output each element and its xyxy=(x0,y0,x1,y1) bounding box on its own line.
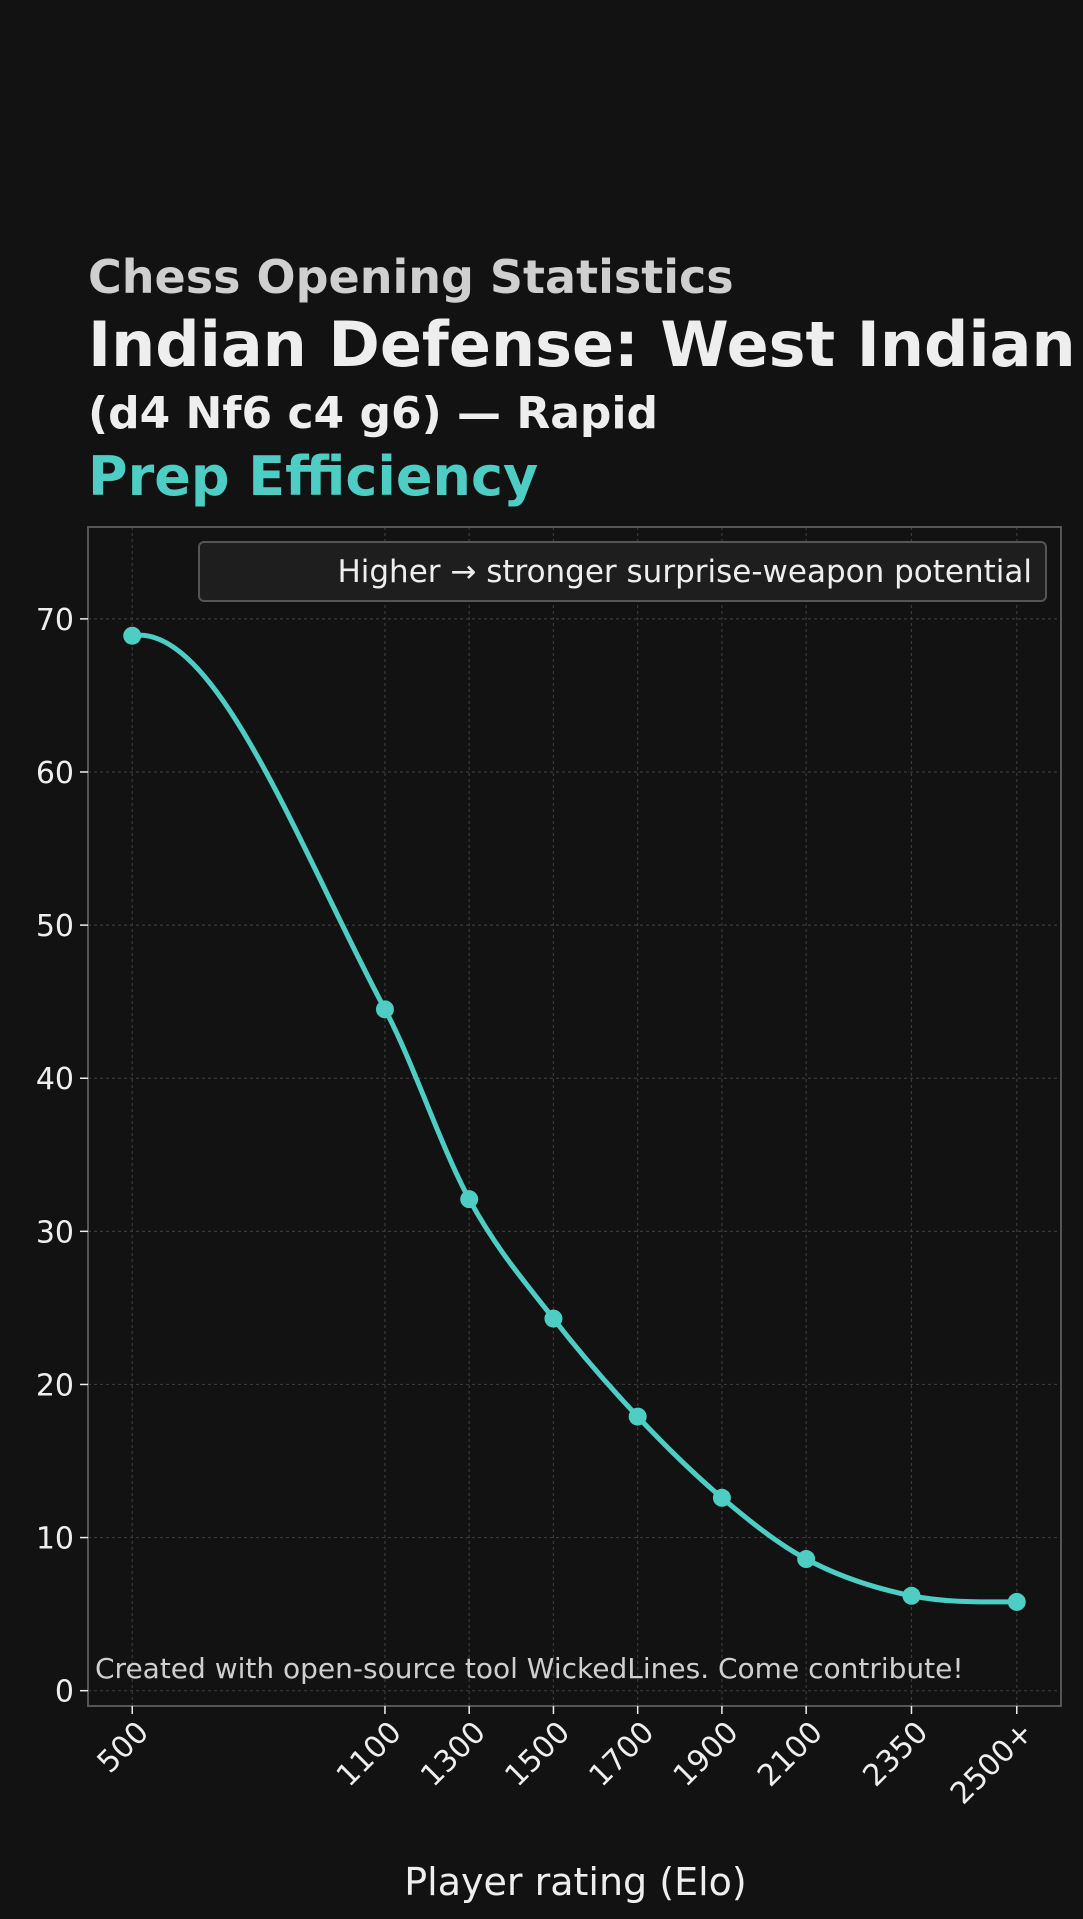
y-tick-label: 40 xyxy=(36,1062,74,1097)
series-line xyxy=(129,632,1020,1605)
chart-title: Indian Defense: West Indian xyxy=(88,308,1076,381)
y-tick-label: 60 xyxy=(36,756,74,791)
x-tick-label: 2350 xyxy=(856,1715,935,1794)
data-point xyxy=(1007,1592,1026,1611)
metric-title: Prep Efficiency xyxy=(88,445,539,508)
y-tick-label: 20 xyxy=(36,1368,74,1403)
x-tick-label: 2100 xyxy=(751,1715,830,1794)
y-tick-label: 10 xyxy=(36,1522,74,1557)
x-tick-label: 500 xyxy=(91,1715,156,1780)
x-tick-label: 1500 xyxy=(498,1715,577,1794)
legend-box xyxy=(198,541,1047,602)
data-point xyxy=(123,626,142,645)
plot-frame xyxy=(87,526,1062,1707)
data-point xyxy=(628,1407,647,1426)
x-tick-label: 2500+ xyxy=(944,1715,1041,1812)
data-point xyxy=(375,1000,394,1019)
data-point xyxy=(797,1550,816,1569)
x-tick-label: 1100 xyxy=(330,1715,409,1794)
chart-subtitle: (d4 Nf6 c4 g6) — Rapid xyxy=(88,388,658,439)
y-tick-label: 0 xyxy=(55,1675,74,1710)
watermark-annotation: Created with open-source tool WickedLine… xyxy=(95,1652,964,1685)
plot-area xyxy=(88,527,1061,1706)
chart-supertitle: Chess Opening Statistics xyxy=(88,250,734,304)
x-tick-label: 1300 xyxy=(414,1715,493,1794)
legend: Higher → stronger surprise-weapon potent… xyxy=(198,541,1047,602)
x-tick-label: 1900 xyxy=(667,1715,746,1794)
x-tick-label: 1700 xyxy=(583,1715,662,1794)
data-point xyxy=(712,1488,731,1507)
data-point xyxy=(902,1586,921,1605)
y-tick-label: 50 xyxy=(36,909,74,944)
x-axis-label: Player rating (Elo) xyxy=(404,1860,746,1904)
data-point xyxy=(544,1309,563,1328)
legend-text: Higher → stronger surprise-weapon potent… xyxy=(337,554,1032,590)
y-tick-label: 30 xyxy=(36,1215,74,1250)
y-tick-label: 70 xyxy=(36,603,74,638)
data-point xyxy=(460,1190,479,1209)
